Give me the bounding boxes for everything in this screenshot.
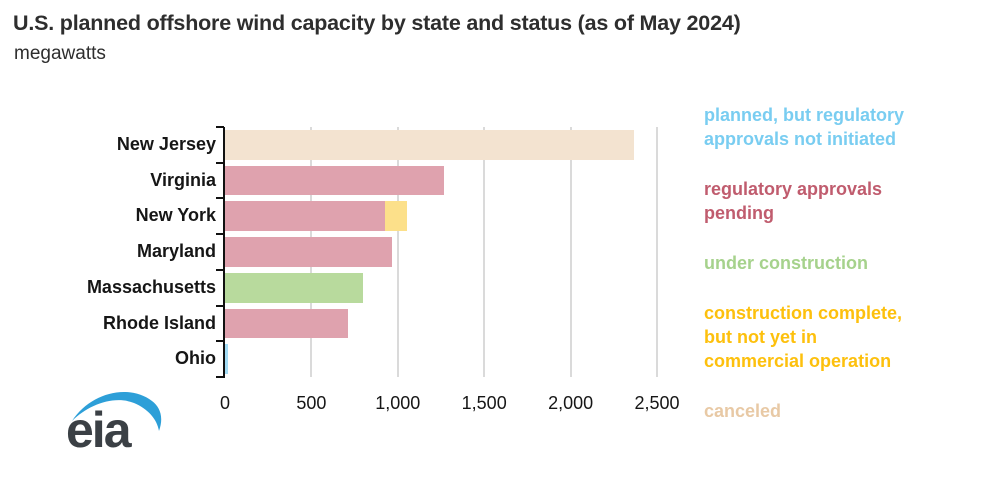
y-axis <box>223 127 225 378</box>
gridline-2500 <box>656 127 658 377</box>
chart-subtitle: megawatts <box>14 43 106 64</box>
gridline-1500 <box>483 127 486 377</box>
bar-new-york <box>384 201 408 232</box>
y-axis-tick <box>216 233 224 236</box>
bar-new-jersey <box>225 130 634 160</box>
x-tick-label-500: 500 <box>296 393 327 413</box>
legend-item-3: construction complete, but not yet in co… <box>704 303 903 371</box>
legend-item-0: planned, but regulatory approvals not in… <box>704 105 905 149</box>
category-label-maryland: Maryland <box>136 241 216 262</box>
bar-maryland <box>225 237 392 267</box>
gridline-1000 <box>396 127 399 377</box>
x-tick-label-1500: 1,500 <box>461 393 507 413</box>
legend-item-2: under construction <box>704 253 869 273</box>
y-axis-tick <box>216 126 224 128</box>
category-label-new-jersey: New Jersey <box>116 134 216 154</box>
y-axis-tick <box>216 161 224 164</box>
bar-new-york <box>225 201 385 232</box>
category-label-rhode-island: Rhode Island <box>102 312 216 333</box>
gridline-2000 <box>569 127 572 377</box>
legend-item-1: regulatory approvals pending <box>704 179 883 223</box>
bar-massachusetts <box>225 272 364 303</box>
x-tick-label-2500: 2,500 <box>634 393 680 413</box>
x-tick-label-1000: 1,000 <box>375 393 421 413</box>
category-label-new-york: New York <box>135 205 216 226</box>
x-tick-label-0: 0 <box>219 393 231 413</box>
eia-logo: eia <box>66 391 162 458</box>
y-axis-tick <box>216 340 224 343</box>
bar-virginia <box>225 165 444 196</box>
category-label-virginia: Virginia <box>150 169 216 190</box>
bar-ohio <box>225 344 229 374</box>
bar-rhode-island <box>225 308 348 339</box>
eia-logo-swoosh <box>72 391 162 431</box>
y-axis-tick <box>216 376 224 378</box>
category-label-massachusetts: Massachusetts <box>86 276 216 297</box>
legend: planned, but regulatory approvals not in… <box>704 103 988 423</box>
chart-title: U.S. planned offshore wind capacity by s… <box>13 11 741 35</box>
legend-item-4: canceled <box>704 401 782 421</box>
y-axis-tick <box>216 268 224 271</box>
y-axis-tick <box>216 197 224 200</box>
category-label-ohio: Ohio <box>175 348 216 369</box>
eia-logo-text: eia <box>66 402 133 458</box>
y-axis-tick <box>216 304 224 307</box>
x-tick-label-2000: 2,000 <box>548 393 594 413</box>
